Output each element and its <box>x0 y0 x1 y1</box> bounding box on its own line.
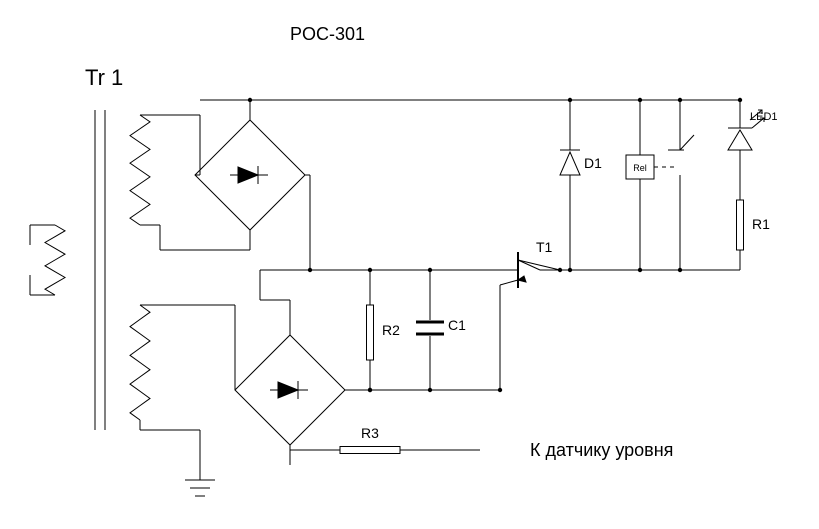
title: POC-301 <box>290 24 365 44</box>
r3-ref: R3 <box>361 425 379 441</box>
r1-ref: R1 <box>752 216 770 232</box>
tr1-ref: Tr 1 <box>85 65 123 90</box>
led1-ref: LED1 <box>750 111 778 123</box>
r2-ref: R2 <box>382 322 400 338</box>
rel-ref: Rel <box>633 163 647 173</box>
d1-ref: D1 <box>584 155 602 171</box>
t1-ref: T1 <box>536 239 553 255</box>
sensor-label: К датчику уровня <box>530 440 673 460</box>
c1-ref: C1 <box>448 317 466 333</box>
